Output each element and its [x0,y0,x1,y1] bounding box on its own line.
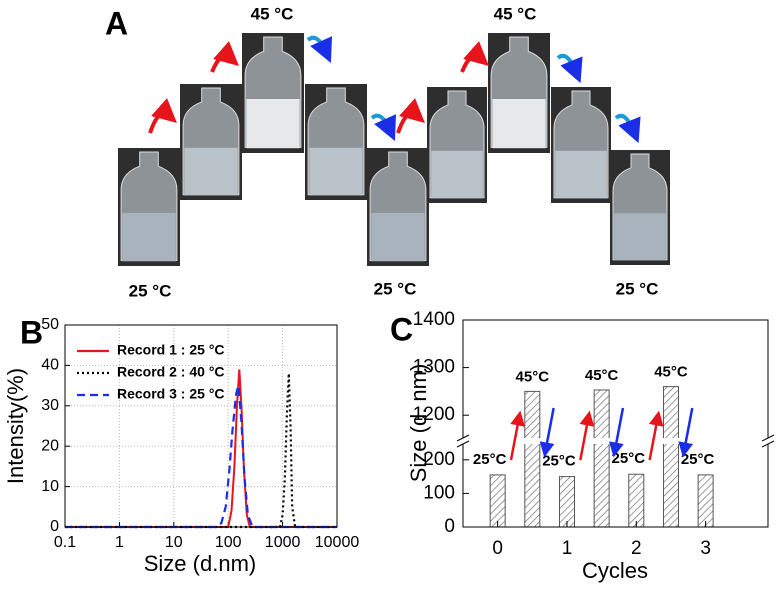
panel-label: C [390,311,413,347]
bar [662,386,679,528]
liquid [431,150,483,199]
arrow [306,35,333,63]
y-tick-label: 1200 [413,404,455,425]
y-tick-label: 100 [423,482,455,503]
y-tick-label: 1400 [413,309,455,330]
transition-arrow [609,407,625,458]
y-axis-label: Intensity(%) [3,368,28,484]
series-line [65,385,337,529]
liquid [614,213,666,261]
transition-arrow [539,407,555,458]
bar [628,473,645,528]
plot-frame [64,324,338,528]
y-tick-label: 0 [50,518,59,535]
y-tick-label: 40 [41,357,59,374]
temperature-label: 25 °C [616,279,659,298]
arrow [460,41,489,73]
transition-arrow [648,410,664,461]
panel-label: A [105,5,128,41]
panel-label: B [20,314,43,350]
x-axis-label: Size (d.nm) [144,551,256,576]
legend-label: Record 1 : 25 °C [117,342,225,358]
bar [489,474,506,528]
temperature-label: 45 °C [251,4,294,23]
x-tick-label: 100 [215,534,242,551]
y-tick-label: 200 [423,449,455,470]
y-tick-label: 50 [41,316,59,333]
y-tick-label: 20 [41,437,59,454]
bar-label: 25°C [612,450,646,467]
temperature-label: 25 °C [374,279,417,298]
bar [593,389,610,528]
temperature-label: 45 °C [494,4,537,23]
y-tick-label: 0 [444,516,455,537]
y-tick-label: 1300 [413,357,455,378]
arrow [210,41,239,73]
x-tick-label: 10 [165,534,183,551]
arrow [556,53,583,84]
x-tick-label: 0 [492,538,503,559]
bar-label: 25°C [473,451,507,468]
x-tick-label: 0.1 [54,534,76,551]
series-line [65,373,337,529]
x-tick-label: 10000 [315,534,360,551]
liquid [371,212,425,262]
liquid [309,147,363,196]
x-tick-label: 3 [700,538,711,559]
transition-arrow [678,407,694,458]
bar-label: 45°C [585,367,619,384]
bar [558,476,575,528]
bar-label: 45°C [654,364,688,381]
x-tick-label: 2 [631,538,642,559]
bar-label: 25°C [542,453,576,470]
bar [697,474,714,528]
liquid [555,150,607,199]
liquid [122,212,176,262]
transition-arrow [509,410,525,461]
arrow [396,98,425,134]
temperature-label: 25 °C [129,281,172,300]
arrow [148,98,177,134]
bar [524,390,541,528]
bar-label: 45°C [516,368,550,385]
liquid [492,99,546,149]
arrow [614,113,641,144]
panel-a: A 25 °C 45 °C 25 °C 45 °C 25 °C [105,4,670,300]
plot-frame [462,319,769,528]
bar-label: 25°C [681,451,715,468]
x-tick-label: 1 [115,534,124,551]
y-tick-label: 10 [41,478,59,495]
y-axis-label: Size (d. nm) [406,364,431,483]
y-tick-label: 30 [41,397,59,414]
transition-arrow [579,410,595,461]
x-tick-label: 1000 [265,534,301,551]
x-tick-label: 1 [562,538,573,559]
liquid [246,99,300,149]
arrow [370,113,397,141]
liquid [184,147,238,196]
x-axis-label: Cycles [582,558,648,583]
legend-label: Record 2 : 40 °C [117,364,225,380]
legend-label: Record 3 : 25 °C [117,386,225,402]
